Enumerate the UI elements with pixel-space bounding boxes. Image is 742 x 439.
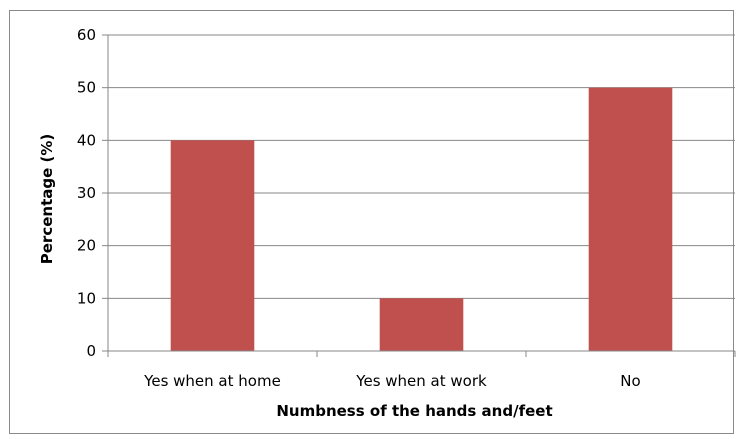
x-tick-labels: Yes when at home Yes when at work No [143, 372, 641, 390]
y-tick-label: 20 [77, 237, 96, 255]
axes [102, 34, 736, 357]
x-tick-label: Yes when at work [355, 372, 487, 390]
y-tick-label: 40 [77, 131, 96, 149]
y-axis-title: Percentage (%) [38, 134, 56, 264]
y-tick-label: 10 [77, 289, 96, 307]
x-axis-title: Numbness of the hands and/feet [276, 402, 552, 420]
y-tick-labels: 0 10 20 30 40 50 60 [77, 26, 96, 360]
bars [170, 87, 673, 352]
bar-no [588, 87, 673, 352]
y-tick-label: 50 [77, 79, 96, 97]
x-tick-label: No [620, 372, 640, 390]
bar-yes-when-at-home [170, 140, 255, 351]
bar-yes-when-at-work [379, 298, 464, 351]
y-tick-label: 0 [86, 342, 96, 360]
y-tick-label: 30 [77, 184, 96, 202]
x-tick-label: Yes when at home [143, 372, 281, 390]
y-tick-label: 60 [77, 26, 96, 44]
